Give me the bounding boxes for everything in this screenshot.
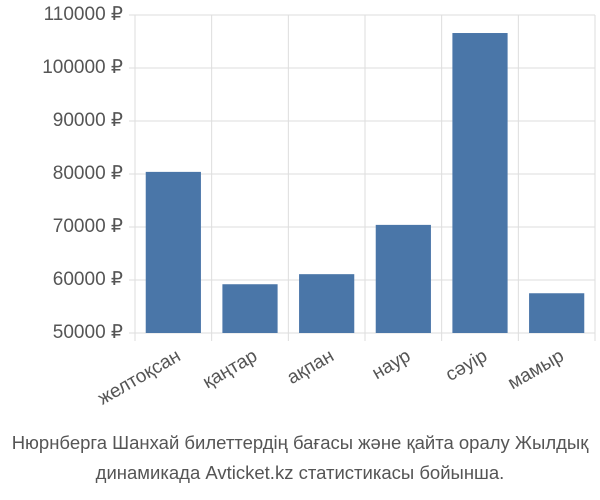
chart: 50000 ₽ 60000 ₽ 70000 ₽ 80000 ₽ 90000 ₽ 10000… <box>42 4 596 410</box>
bar <box>222 284 278 333</box>
y-tick-label: 100000 ₽ <box>42 57 123 78</box>
y-tick-label: 50000 ₽ <box>53 322 123 343</box>
bar <box>452 33 508 334</box>
x-tick-label: ақпан <box>284 345 338 388</box>
y-tick-label: 110000 ₽ <box>44 4 123 25</box>
x-tick-label: мамыр <box>504 345 567 394</box>
bar <box>145 171 201 333</box>
y-tick-label: 90000 ₽ <box>53 110 123 131</box>
y-tick-label: 70000 ₽ <box>53 216 123 237</box>
bar <box>529 293 585 333</box>
y-tick-label: 60000 ₽ <box>53 269 123 290</box>
bar <box>375 224 431 333</box>
x-tick-label: желтоқсан <box>94 345 184 409</box>
bar <box>299 274 355 333</box>
x-tick-label: сәуір <box>442 345 491 385</box>
chart-title: Нюрнберга Шанхай билеттердің бағасы және… <box>11 432 589 483</box>
y-tick-label: 80000 ₽ <box>53 163 123 184</box>
x-tick-label: қаңтар <box>199 345 261 393</box>
x-tick-label: наур <box>369 345 415 384</box>
